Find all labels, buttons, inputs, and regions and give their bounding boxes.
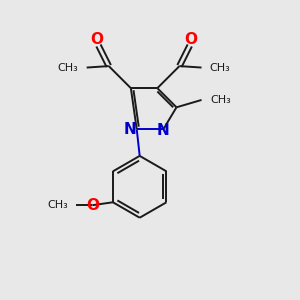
Text: N: N <box>157 123 169 138</box>
Text: CH₃: CH₃ <box>210 95 231 105</box>
Text: O: O <box>91 32 103 47</box>
Text: O: O <box>86 198 99 213</box>
Text: CH₃: CH₃ <box>210 63 230 73</box>
Text: O: O <box>185 32 198 47</box>
Text: CH₃: CH₃ <box>47 200 68 210</box>
Text: N: N <box>124 122 136 137</box>
Text: CH₃: CH₃ <box>58 63 78 73</box>
